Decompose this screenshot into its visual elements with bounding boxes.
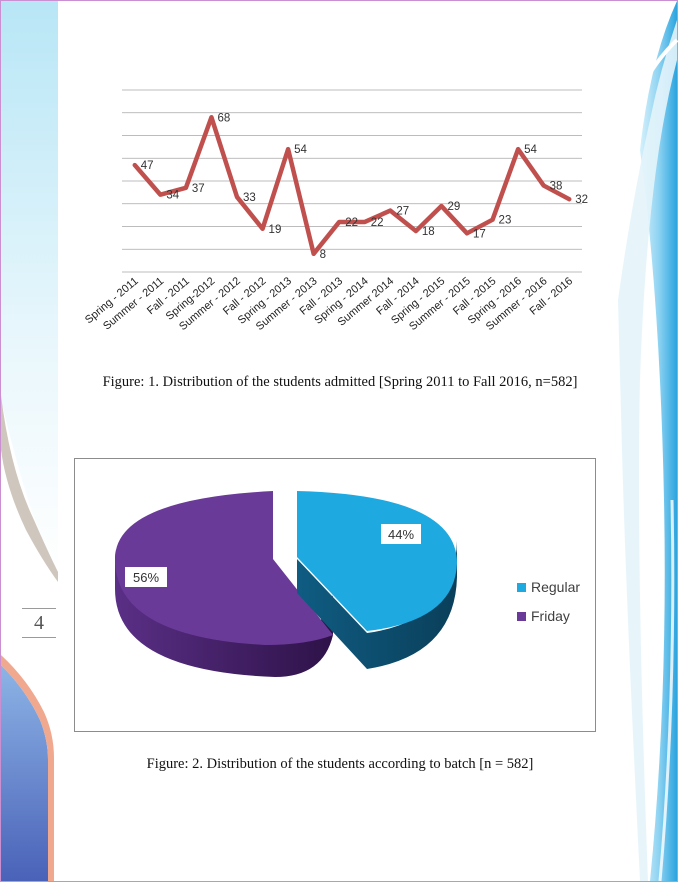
figure1-caption: Figure: 1. Distribution of the students … [102, 374, 578, 390]
batch-pie-chart: 44% 56% Regular Friday [115, 491, 580, 677]
regular-label-box [381, 524, 421, 544]
pie-slice-friday [115, 491, 333, 645]
pie-slice-friday-side [115, 549, 333, 677]
data-label: 18 [422, 226, 435, 238]
figure2-caption: Figure: 2. Distribution of the students … [146, 756, 534, 772]
page-number: 4 [22, 608, 56, 638]
data-label: 33 [243, 192, 256, 204]
batch-pie-chart-frame: 44% 56% Regular Friday [74, 458, 596, 732]
data-label: 32 [575, 194, 588, 206]
data-label: 22 [345, 217, 358, 229]
data-label: 19 [269, 224, 282, 236]
data-label: 37 [192, 183, 205, 195]
data-label: 34 [166, 190, 179, 202]
data-label: 22 [371, 217, 384, 229]
data-label: 68 [217, 112, 230, 124]
friday-label-box [125, 567, 167, 587]
data-label: 17 [473, 228, 486, 240]
legend-swatch-friday [517, 612, 526, 621]
data-label: 54 [294, 144, 307, 156]
data-label: 23 [499, 215, 512, 227]
regular-data-label: 44% [388, 527, 414, 542]
pie-slice-regular-side [297, 541, 457, 669]
legend-swatch-regular [517, 583, 526, 592]
data-label: 38 [550, 181, 563, 193]
data-label: 27 [396, 206, 409, 218]
data-label: 29 [447, 201, 460, 213]
friday-data-label: 56% [133, 570, 159, 585]
data-label: 54 [524, 144, 537, 156]
data-label: 8 [320, 249, 326, 261]
data-label: 47 [141, 160, 154, 172]
legend-regular: Regular [531, 579, 580, 595]
legend-friday: Friday [531, 608, 570, 624]
series-line [132, 115, 572, 257]
